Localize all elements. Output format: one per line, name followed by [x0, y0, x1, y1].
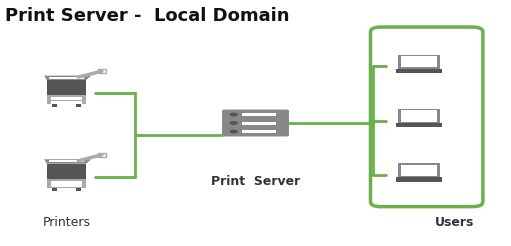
FancyBboxPatch shape	[243, 130, 276, 133]
FancyBboxPatch shape	[243, 113, 276, 116]
FancyBboxPatch shape	[396, 177, 443, 182]
FancyBboxPatch shape	[401, 56, 437, 67]
Circle shape	[230, 112, 238, 116]
FancyBboxPatch shape	[52, 188, 57, 191]
FancyBboxPatch shape	[98, 153, 106, 157]
FancyBboxPatch shape	[401, 110, 437, 122]
FancyBboxPatch shape	[47, 80, 86, 95]
FancyBboxPatch shape	[222, 127, 289, 137]
FancyBboxPatch shape	[47, 179, 86, 188]
Polygon shape	[50, 77, 84, 79]
FancyBboxPatch shape	[398, 55, 440, 69]
FancyBboxPatch shape	[51, 101, 82, 104]
Polygon shape	[50, 160, 84, 162]
FancyBboxPatch shape	[98, 69, 106, 73]
FancyBboxPatch shape	[47, 164, 86, 179]
FancyBboxPatch shape	[76, 188, 81, 191]
FancyBboxPatch shape	[396, 69, 443, 73]
FancyBboxPatch shape	[222, 109, 289, 119]
Circle shape	[230, 121, 238, 125]
FancyBboxPatch shape	[401, 165, 437, 176]
Polygon shape	[44, 159, 91, 164]
FancyBboxPatch shape	[243, 122, 276, 125]
FancyBboxPatch shape	[396, 123, 443, 127]
FancyBboxPatch shape	[398, 163, 440, 177]
Circle shape	[230, 130, 238, 134]
Text: Printers: Printers	[42, 216, 90, 230]
FancyBboxPatch shape	[51, 184, 82, 187]
Text: Print Server -  Local Domain: Print Server - Local Domain	[5, 7, 290, 25]
FancyBboxPatch shape	[51, 181, 82, 184]
Text: Users: Users	[435, 216, 475, 230]
FancyBboxPatch shape	[52, 104, 57, 107]
FancyBboxPatch shape	[51, 97, 82, 100]
FancyBboxPatch shape	[398, 109, 440, 123]
FancyBboxPatch shape	[222, 118, 289, 128]
Text: Print  Server: Print Server	[211, 175, 300, 188]
FancyBboxPatch shape	[47, 95, 86, 105]
Polygon shape	[44, 76, 91, 80]
FancyBboxPatch shape	[76, 104, 81, 107]
